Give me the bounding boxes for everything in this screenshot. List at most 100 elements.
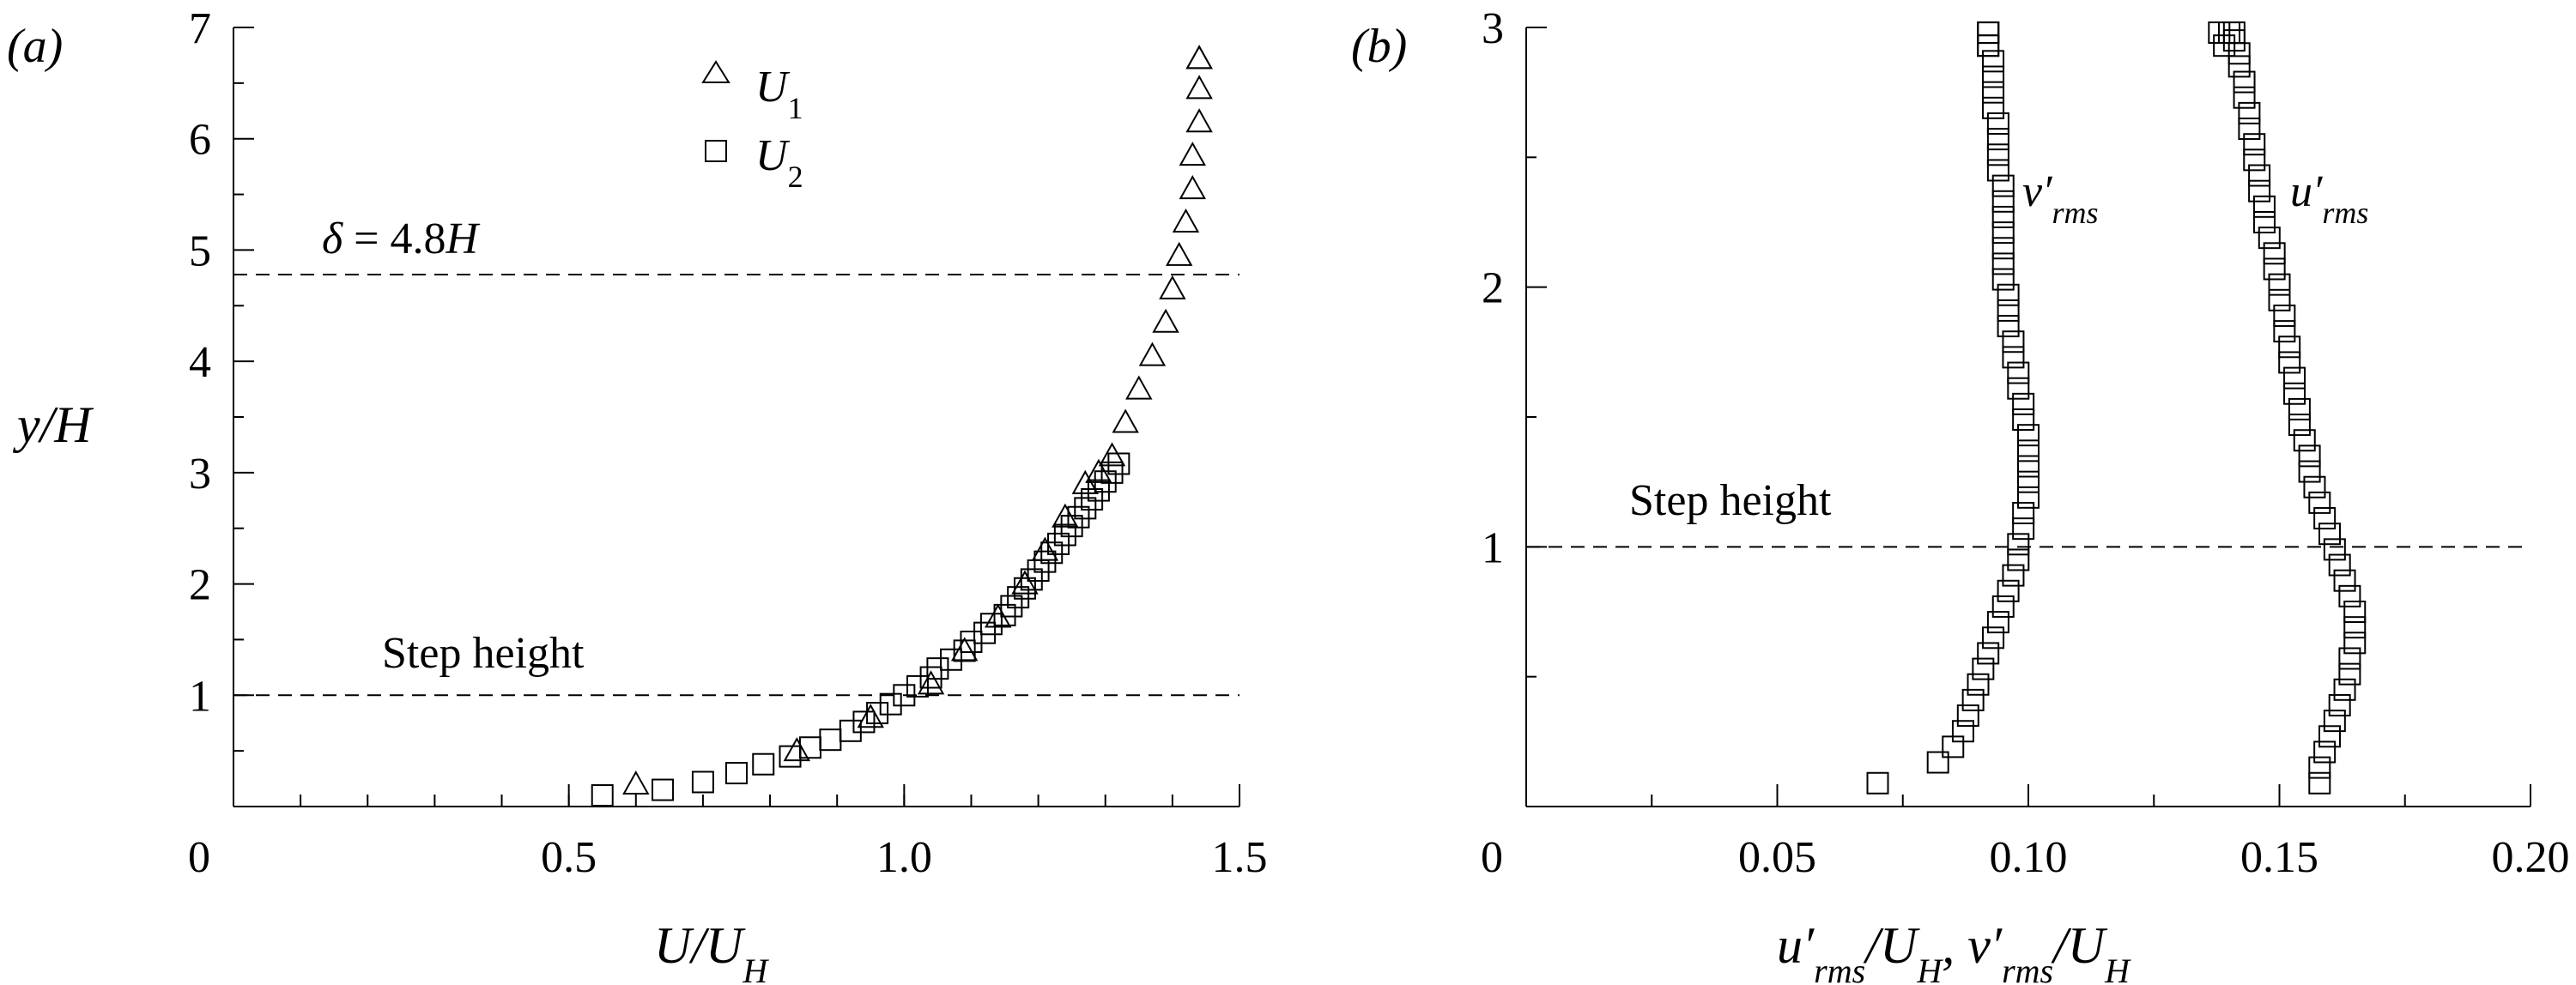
panel-a-marker-u2	[752, 752, 775, 776]
panel-b-x-tick-label: 0.10	[1990, 833, 2068, 882]
panel-b-marker-urms	[2268, 288, 2291, 311]
panel-b-marker-vrms	[2012, 392, 2035, 415]
panel-a-xlabel: U/UH	[654, 917, 769, 985]
panel-b-marker-urms	[2227, 42, 2251, 65]
panel-b-marker-vrms	[1986, 611, 2009, 634]
panel-a-marker-u2	[973, 621, 997, 644]
panel-a-marker-u1	[1112, 408, 1139, 433]
panel-b-marker-vrms	[2017, 455, 2040, 478]
panel-a-marker-u2	[940, 648, 963, 671]
panel-b-marker-vrms	[1991, 205, 2015, 228]
panel-b-marker-vrms	[1956, 704, 1979, 728]
panel-b-x-tick-label: 0	[1481, 833, 1503, 882]
panel-b-marker-vrms	[1977, 34, 2000, 57]
panel-a-marker-u2	[1074, 497, 1097, 520]
panel-a-marker-u1	[917, 670, 945, 695]
panel-b-marker-urms	[2263, 242, 2286, 265]
panel-b-marker-urms	[2213, 34, 2236, 57]
panel-a-x-tick-label: 0	[188, 833, 210, 882]
panel-b-marker-urms	[2243, 148, 2266, 172]
panel-b-marker-urms	[2313, 507, 2337, 530]
panel-b-marker-vrms	[2002, 330, 2025, 354]
panel-b-marker-urms	[2293, 429, 2316, 452]
panel-b-marker-vrms	[1961, 688, 1985, 711]
panel-a-marker-u2	[839, 719, 862, 742]
panel-b-marker-vrms	[1926, 751, 1949, 774]
panel-b-marker-vrms	[2012, 408, 2035, 432]
panel-a-x-tick-label: 0.5	[541, 833, 597, 882]
panel-b-marker-urms	[2248, 179, 2271, 202]
panel-a-marker-u2	[953, 639, 976, 662]
panel-b-marker-urms	[2278, 351, 2301, 374]
panel-b-marker-vrms	[1997, 299, 2020, 322]
panel-b-marker-urms	[2278, 335, 2301, 359]
panel-a-marker-u1	[783, 737, 811, 762]
panel-b-marker-vrms	[1951, 720, 1974, 743]
panel-b-marker-urms	[2208, 21, 2231, 45]
panel-a-marker-u2	[1094, 470, 1117, 493]
panel-b-marker-urms	[2328, 553, 2351, 577]
panel-a-marker-u2	[725, 762, 748, 785]
legend-u1-marker	[701, 60, 730, 83]
panel-b-marker-vrms	[1986, 128, 2009, 151]
panel-b-marker-vrms	[2012, 501, 2035, 524]
panel-b-marker-urms	[2298, 460, 2321, 483]
panel-b-marker-vrms	[1991, 252, 2015, 275]
panel-b-marker-urms	[2333, 678, 2356, 701]
panel-b-marker-vrms	[1977, 21, 2000, 45]
panel-a-marker-u2	[893, 684, 916, 707]
panel-b-marker-urms	[2268, 273, 2291, 296]
panel-b-marker-urms	[2273, 320, 2296, 343]
panel-a-ylabel: y/H	[12, 396, 94, 453]
panel-a-marker-u2	[1053, 523, 1076, 547]
panel-b-marker-urms	[2308, 756, 2331, 779]
panel-a-marker-u2	[1020, 568, 1043, 591]
panel-b-marker-vrms	[1986, 143, 2009, 166]
panel-b-marker-urms	[2343, 631, 2367, 655]
panel-a-y-tick-label: 4	[189, 338, 211, 387]
panel-a-marker-u2	[1100, 461, 1124, 484]
panel-b-marker-vrms	[2007, 377, 2030, 400]
panel-b-y-tick-label: 3	[1482, 4, 1504, 53]
panel-b-marker-vrms	[1866, 771, 1889, 795]
panel-a-marker-u1	[1172, 208, 1200, 233]
panel-a-marker-u2	[1007, 586, 1030, 609]
legend-u2-marker	[705, 140, 727, 162]
panel-b-marker-vrms	[2017, 486, 2040, 509]
panel-b-marker-urms	[2313, 740, 2337, 764]
panel-a-marker-u2	[1013, 577, 1036, 600]
panel-a-y-tick-label: 3	[189, 450, 211, 499]
panel-b-marker-vrms	[1967, 673, 1990, 696]
legend-u1-label: U1	[755, 63, 803, 125]
panel-b-marker-urms	[2288, 414, 2311, 437]
delta-annotation: δ = 4.8H	[322, 215, 481, 263]
panel-b-marker-vrms	[1977, 34, 2000, 57]
panel-a-marker-u1	[1165, 241, 1193, 266]
panel-a-marker-u1	[1011, 570, 1039, 595]
panel-a-marker-u1	[1125, 375, 1153, 400]
panel-b-y-tick-label: 1	[1482, 523, 1504, 572]
panel-b-step-height-label: Step height	[1629, 476, 1832, 525]
panel-b-marker-vrms	[2017, 470, 2040, 493]
panel-b-marker-urms	[2343, 601, 2367, 623]
panel-b-marker-urms	[2238, 101, 2261, 124]
panel-b-marker-vrms	[1977, 21, 2000, 45]
panel-b-marker-urms	[2238, 118, 2261, 141]
panel-a-marker-u1	[1179, 175, 1207, 200]
panel-b-marker-urms	[2243, 133, 2266, 156]
panel-a-marker-u2	[1000, 595, 1023, 618]
panel-a-step-height-label: Step height	[382, 629, 585, 678]
panel-b-marker-urms	[2323, 538, 2346, 561]
legend-u2-label: U2	[755, 131, 803, 194]
panel-a-marker-u2	[1081, 487, 1104, 511]
panel-b-markers	[1866, 21, 2367, 795]
panel-b-marker-urms	[2328, 693, 2351, 716]
panel-b-marker-urms	[2283, 366, 2306, 390]
panel-b-marker-vrms	[2017, 424, 2040, 447]
panel-b-marker-vrms	[1982, 81, 2005, 104]
panel-b-marker-vrms	[2017, 439, 2040, 462]
panel-a-marker-u2	[1067, 505, 1090, 529]
panel-b-marker-urms	[2298, 444, 2321, 468]
panel-a-y-tick-label: 5	[189, 227, 211, 275]
